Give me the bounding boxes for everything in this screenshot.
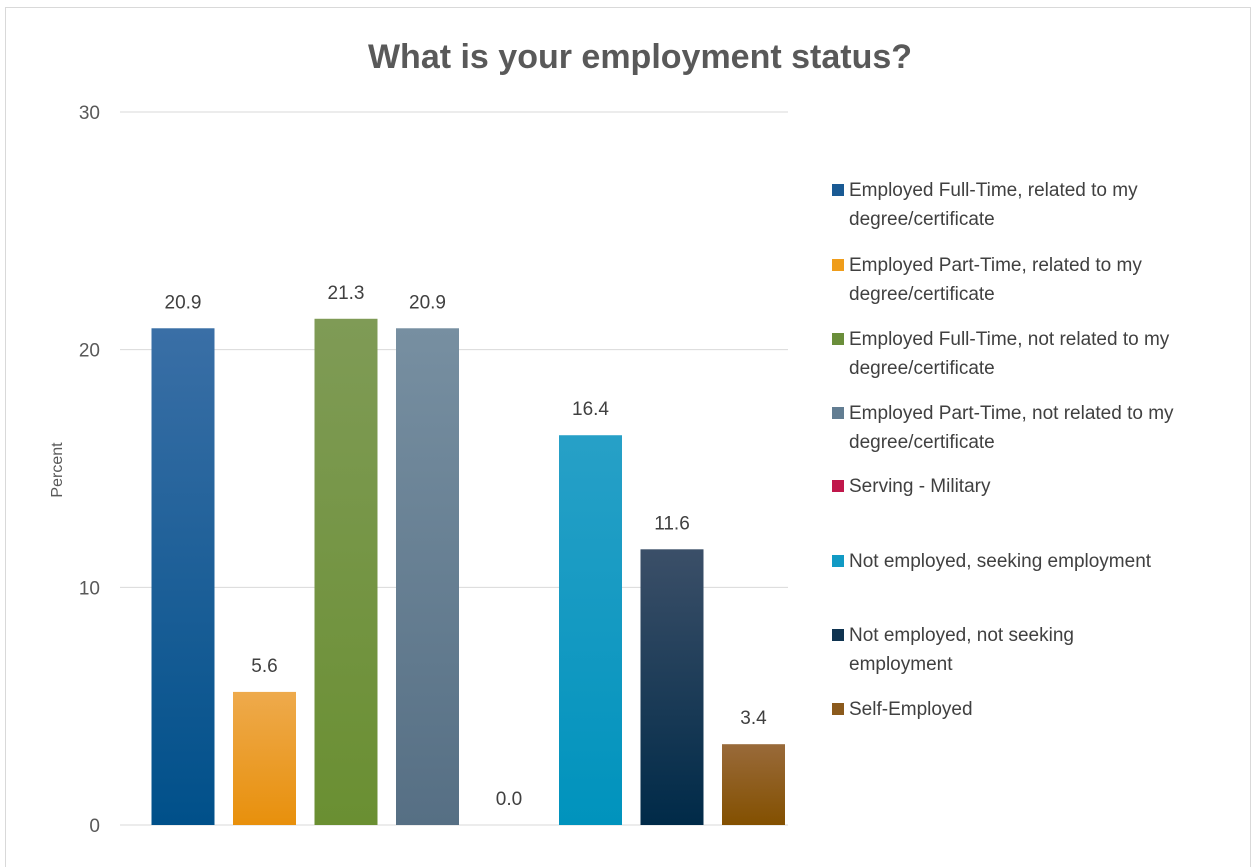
bar-data-label: 20.9 (409, 292, 446, 313)
legend-swatch (832, 184, 844, 196)
legend-label: degree/certificate (849, 358, 995, 379)
legend-item: Not employed, not seeking employment (832, 625, 1074, 675)
legend-item: Self-Employed (832, 699, 973, 720)
legend-label: degree/certificate (849, 432, 995, 453)
legend-swatch (832, 407, 844, 419)
legend-label: Employed Full-Time, related to my (849, 180, 1138, 201)
bar-data-label: 11.6 (654, 513, 690, 534)
employment-status-chart: What is your employment status? Percent … (49, 38, 1174, 837)
bars (151, 318, 785, 825)
legend-item: Employed Part-Time, related to my degree/… (832, 255, 1142, 305)
legend-label: Not employed, seeking employment (849, 551, 1152, 572)
y-tick-label: 20 (79, 341, 100, 362)
legend-item: Employed Full-Time, not related to my deg… (832, 329, 1170, 379)
legend-swatch (832, 555, 844, 567)
legend-label: Not employed, not seeking (849, 625, 1074, 646)
legend-label: Employed Part-Time, not related to my (849, 403, 1174, 424)
bar-data-label: 3.4 (740, 708, 767, 729)
y-tick-label: 30 (79, 103, 100, 124)
legend-swatch (832, 259, 844, 271)
legend-label: Serving - Military (849, 476, 991, 497)
bar-data-label: 5.6 (251, 656, 277, 677)
legend-swatch (832, 703, 844, 715)
y-tick-label: 10 (79, 578, 100, 599)
legend-label: degree/certificate (849, 209, 995, 230)
bar-data-label: 0.0 (496, 789, 522, 810)
legend: Employed Full-Time, related to my degree/… (832, 180, 1174, 720)
bar (233, 691, 296, 825)
bar-data-label: 21.3 (328, 283, 365, 304)
bar (722, 744, 785, 825)
legend-item: Employed Full-Time, related to my degree/… (832, 180, 1138, 230)
legend-swatch (832, 333, 844, 345)
chart-frame (5, 7, 1251, 867)
chart-title: What is your employment status? (368, 38, 912, 76)
legend-label: Self-Employed (849, 699, 973, 720)
legend-label: degree/certificate (849, 284, 995, 305)
legend-item: Not employed, seeking employment (832, 551, 1152, 572)
legend-swatch (832, 629, 844, 641)
legend-label: employment (849, 654, 953, 675)
bar (559, 435, 622, 825)
y-tick-label: 0 (89, 816, 100, 837)
legend-label: Employed Part-Time, related to my (849, 255, 1142, 276)
bar (640, 549, 704, 825)
legend-label: Employed Full-Time, not related to my (849, 329, 1170, 350)
bar (151, 328, 215, 825)
legend-item: Serving - Military (832, 476, 991, 497)
bar-data-labels: 20.9 5.6 21.3 20.9 0.0 16.4 11.6 3.4 (165, 283, 768, 810)
bar (314, 318, 378, 825)
bar-data-label: 20.9 (165, 292, 202, 313)
legend-item: Employed Part-Time, not related to my deg… (832, 403, 1174, 453)
bar-data-label: 16.4 (572, 399, 609, 420)
y-axis-ticks: 0 10 20 30 (79, 103, 100, 837)
bar (396, 328, 459, 825)
y-axis-label: Percent (49, 442, 66, 498)
legend-swatch (832, 480, 844, 492)
